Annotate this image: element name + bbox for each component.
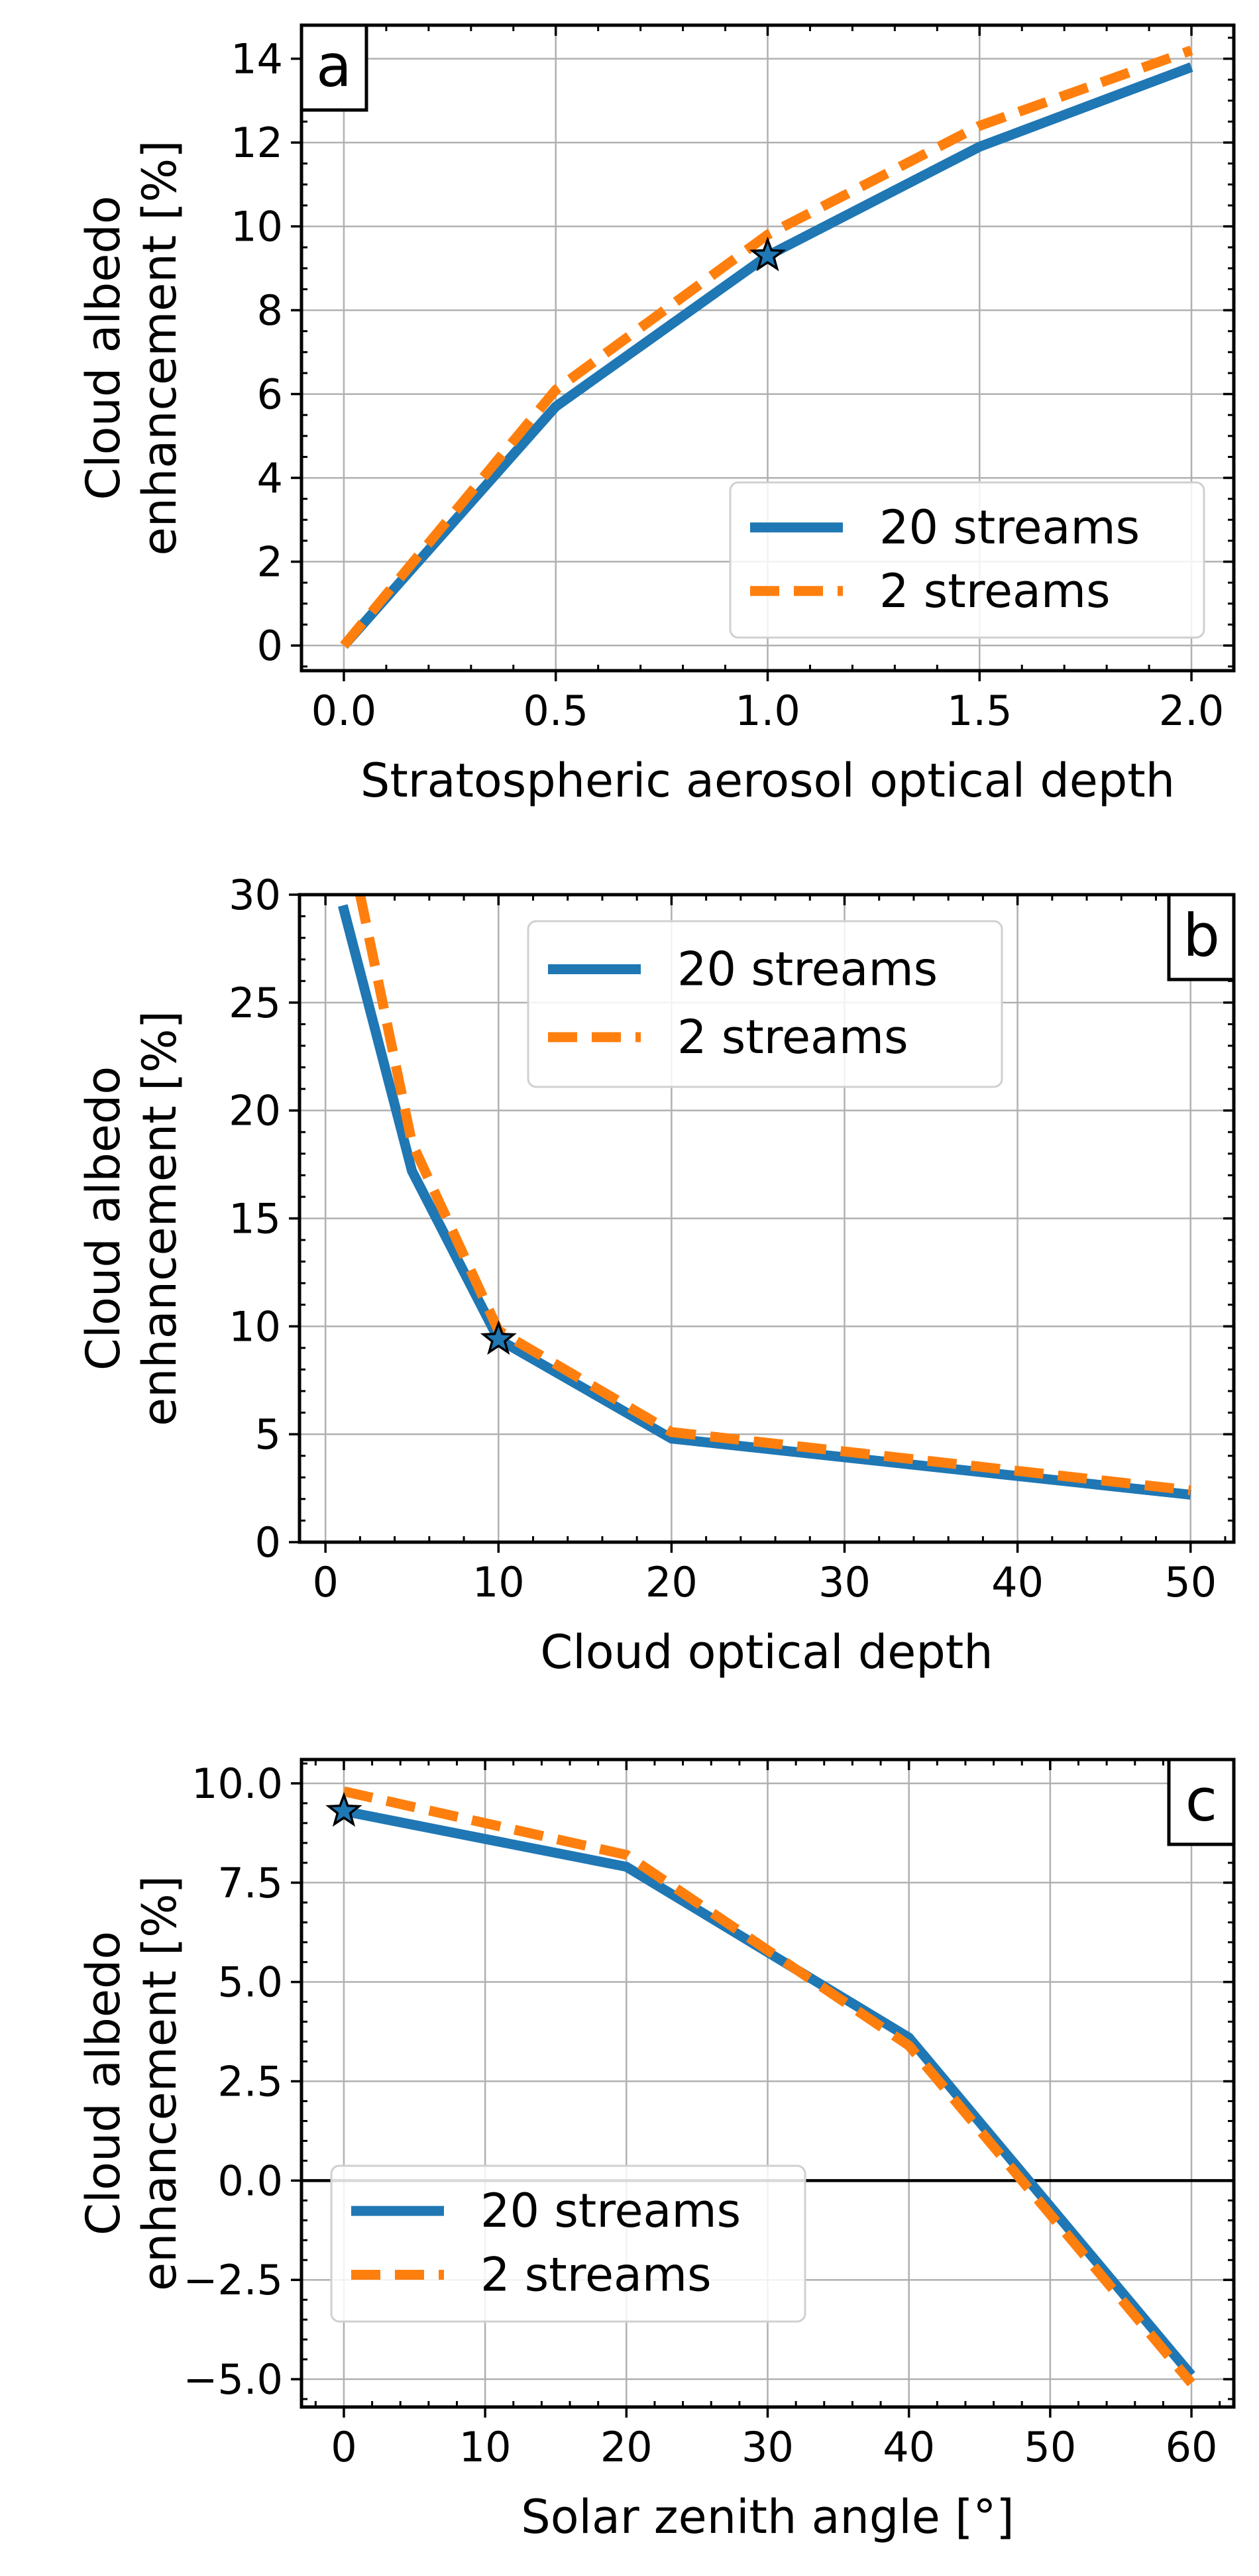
y-tick-label: 6: [257, 370, 283, 419]
y-tick-label: 5: [255, 1410, 281, 1459]
y-axis-label-line-2: enhancement [%]: [133, 140, 187, 555]
panel-letter-box: [1167, 893, 1236, 981]
y-tick-label: 8: [257, 286, 283, 335]
axes-frame: [298, 893, 1236, 1544]
panel-letter-box: [300, 23, 368, 112]
x-tick-label: 40: [883, 2423, 935, 2471]
reference-star-marker: [749, 236, 787, 272]
y-tick-label: 0: [257, 622, 283, 670]
panel-letter-box: [1167, 1758, 1236, 1846]
x-axis-label: Cloud optical depth: [540, 1625, 993, 1679]
y-tick-label: 10.0: [192, 1760, 283, 1808]
legend-box: [527, 920, 1003, 1088]
y-axis-label-line-1: Cloud albedo: [76, 1931, 131, 2235]
y-tick-label: −2.5: [183, 2256, 283, 2304]
panel-a: 0.0 0.5 1.0 1.5 2.0 0 2 4 6 8 10 12 14 a 20 streams 2 s…: [76, 23, 1236, 808]
y-tick-label: 7.5: [217, 1859, 283, 1907]
panel-c: 0 10 20 30 40 50 60 −5.0 −2.5 0.0 2.5 5.0 7.5 10.0 c 20…: [76, 1758, 1236, 2544]
legend-label: 20 streams: [677, 942, 938, 997]
x-tick-label: 50: [1164, 1558, 1217, 1606]
legend-label: 20 streams: [879, 500, 1140, 555]
x-tick-label: 2.0: [1159, 687, 1225, 735]
x-tick-label: 0: [312, 1558, 338, 1606]
y-tick-label: 10: [231, 203, 283, 251]
y-tick-label: 12: [231, 119, 283, 167]
legend-label: 2 streams: [480, 2248, 712, 2302]
y-tick-label: 20: [229, 1087, 281, 1135]
y-tick-label: 14: [231, 35, 283, 84]
y-tick-label: 0: [255, 1518, 281, 1567]
y-tick-label: 30: [229, 871, 281, 919]
x-axis-label: Solar zenith angle [°]: [521, 2490, 1014, 2544]
y-tick-label: 15: [229, 1195, 281, 1243]
legend-label: 2 streams: [677, 1010, 908, 1064]
x-tick-label: 1.5: [947, 687, 1013, 735]
x-tick-label: 0: [331, 2423, 356, 2471]
y-tick-label: 10: [229, 1302, 281, 1351]
x-tick-label: 30: [741, 2423, 794, 2471]
axes-frame: [300, 1758, 1236, 2409]
axes-frame: [300, 23, 1236, 673]
y-tick-label: 5.0: [217, 1958, 283, 2007]
x-tick-label: 20: [645, 1558, 698, 1606]
x-tick-label: 20: [600, 2423, 653, 2471]
y-axis-label-line-1: Cloud albedo: [76, 1066, 131, 1371]
x-tick-label: 30: [818, 1558, 871, 1606]
series-line-2-streams: [340, 45, 1193, 649]
reference-star-marker: [325, 1791, 362, 1827]
x-tick-label: 50: [1024, 2423, 1076, 2471]
legend-box: [330, 2164, 806, 2323]
panel-letter: a: [316, 32, 352, 100]
x-tick-label: 0.0: [311, 687, 377, 735]
panel-b: 0 10 20 30 40 50 0 5 10 15 20 25 30 b 20 streams 2 stre…: [76, 871, 1236, 1679]
legend-label: 20 streams: [480, 2184, 741, 2238]
x-tick-label: 60: [1166, 2423, 1218, 2471]
y-axis-label-line-1: Cloud albedo: [76, 196, 131, 500]
x-tick-label: 40: [991, 1558, 1044, 1606]
y-tick-label: 2.5: [217, 2058, 283, 2106]
y-tick-label: 2: [257, 538, 283, 587]
series-line-2-streams: [343, 1786, 1195, 2386]
y-tick-label: −5.0: [183, 2355, 283, 2404]
x-tick-label: 10: [459, 2423, 512, 2471]
legend-label: 2 streams: [879, 564, 1111, 618]
x-tick-label: 10: [472, 1558, 525, 1606]
y-axis-label-line-2: enhancement [%]: [133, 1011, 187, 1426]
x-axis-label: Stratospheric aerosol optical depth: [360, 754, 1175, 808]
y-tick-label: 4: [257, 454, 283, 502]
x-tick-label: 1.0: [735, 687, 800, 735]
y-tick-label: 0.0: [217, 2156, 283, 2205]
y-axis-label-line-2: enhancement [%]: [133, 1876, 187, 2291]
x-tick-label: 0.5: [523, 687, 588, 735]
legend-box: [729, 481, 1205, 639]
reference-star-marker: [480, 1319, 517, 1355]
panel-letter: b: [1183, 901, 1220, 970]
y-tick-label: 25: [229, 979, 281, 1027]
panel-letter: c: [1185, 1766, 1217, 1834]
